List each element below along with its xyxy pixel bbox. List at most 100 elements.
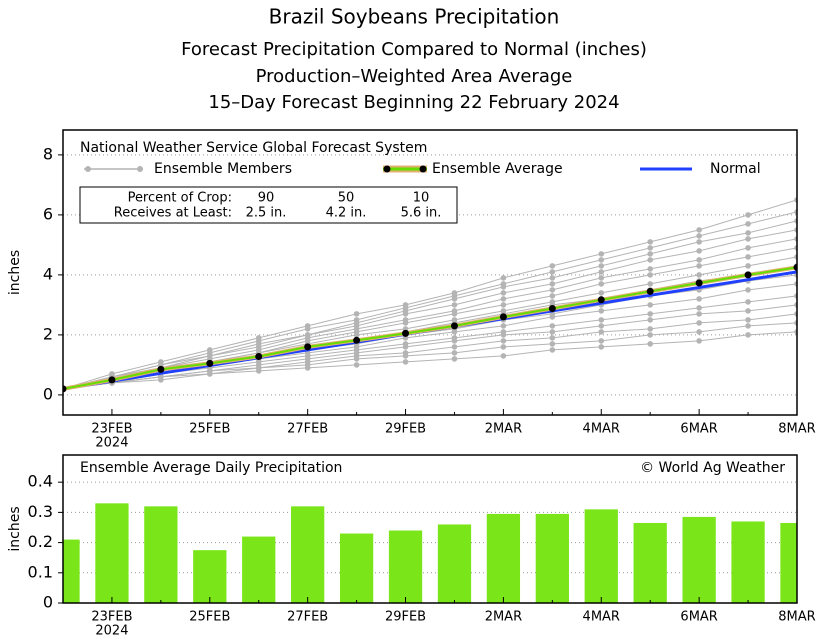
member-point [745, 221, 751, 227]
legend-swatch [383, 165, 391, 173]
y-axis-label: inches [7, 250, 23, 295]
y-tick-label: 0.4 [28, 472, 53, 491]
y-tick-label: 0.3 [28, 502, 53, 521]
member-point [696, 296, 702, 302]
member-point [696, 329, 702, 335]
member-line [63, 199, 797, 390]
bar [780, 522, 797, 603]
member-point [598, 323, 605, 329]
member-point [549, 329, 556, 335]
x-sublabel: 2024 [95, 624, 128, 639]
member-point [696, 248, 702, 254]
member-point [598, 344, 605, 350]
y-tick-label: 6 [43, 204, 53, 223]
x-tick-label: 27FEB [287, 610, 328, 625]
bar [242, 536, 276, 603]
member-point [451, 296, 458, 302]
y-tick-label: 0.1 [28, 562, 53, 581]
average-point [353, 336, 361, 344]
member-point [353, 356, 360, 362]
member-point [647, 311, 653, 317]
member-point [549, 335, 556, 341]
legend-swatch [85, 166, 91, 172]
average-point [548, 305, 556, 312]
member-point [451, 329, 458, 335]
member-point [598, 338, 605, 344]
member-point [500, 290, 507, 296]
y-tick-label: 0 [43, 593, 53, 612]
member-point [304, 365, 311, 371]
member-point [158, 377, 164, 383]
annotation: National Weather Service Global Forecast… [80, 140, 427, 156]
member-point [745, 308, 751, 314]
member-point [549, 341, 556, 347]
member-point [451, 311, 458, 317]
member-point [696, 305, 702, 311]
average-point [157, 365, 165, 373]
member-point [745, 230, 751, 236]
member-point [647, 245, 653, 251]
member-point [500, 284, 507, 290]
y-tick-label: 0 [43, 384, 53, 403]
bar [682, 516, 716, 603]
member-point [402, 311, 409, 317]
member-point [304, 326, 311, 332]
bar [144, 506, 178, 603]
member-point [647, 251, 653, 257]
crop-table-cell: 5.6 in. [401, 206, 442, 221]
bar [193, 550, 227, 603]
x-tick-label: 25FEB [189, 610, 230, 625]
y-tick-label: 4 [43, 264, 53, 283]
member-point [402, 344, 409, 350]
member-point [745, 236, 751, 242]
member-point [500, 275, 507, 281]
member-point [598, 251, 605, 257]
member-point [353, 311, 360, 317]
member-point [500, 302, 507, 308]
bar [584, 509, 618, 603]
average-point [63, 385, 67, 393]
member-point [598, 263, 605, 269]
chart-title: Ensemble Average Daily Precipitation [80, 460, 342, 476]
member-point [402, 353, 409, 359]
average-point [695, 279, 703, 287]
member-point [696, 320, 702, 326]
member-line [63, 322, 797, 390]
member-point [647, 341, 653, 347]
member-point [549, 281, 556, 287]
legend-swatch [137, 166, 143, 172]
member-point [598, 269, 605, 275]
plot-frame [62, 454, 798, 604]
legend-label: Ensemble Average [432, 161, 563, 177]
x-tick-label: 29FEB [385, 610, 426, 625]
member-point [745, 254, 751, 260]
crop-table-cell: 50 [338, 191, 355, 206]
annotation: © World Ag Weather [640, 460, 785, 476]
member-point [598, 317, 605, 323]
average-point [108, 376, 116, 384]
x-tick-label: 4MAR [583, 610, 620, 625]
member-point [745, 332, 751, 338]
member-point [647, 332, 653, 338]
bar [731, 521, 765, 603]
member-point [255, 368, 262, 374]
member-point [353, 362, 360, 368]
x-tick-label: 4MAR [583, 422, 620, 437]
average-point [597, 296, 605, 304]
member-line [63, 220, 797, 390]
crop-table-cell: Percent of Crop: [128, 191, 232, 206]
x-tick-label: 23FEB [91, 422, 132, 437]
y-tick-label: 2 [43, 324, 53, 343]
member-point [647, 302, 653, 308]
average-line [63, 266, 797, 390]
member-point [647, 239, 653, 245]
x-tick-label: 6MAR [680, 610, 717, 625]
member-point [549, 275, 556, 281]
x-tick-label: 8MAR [778, 422, 815, 437]
bar [486, 513, 521, 603]
average-point [450, 322, 458, 330]
subtitle: Production–Weighted Area Average [256, 66, 573, 87]
member-point [353, 332, 360, 338]
member-point [451, 344, 458, 350]
